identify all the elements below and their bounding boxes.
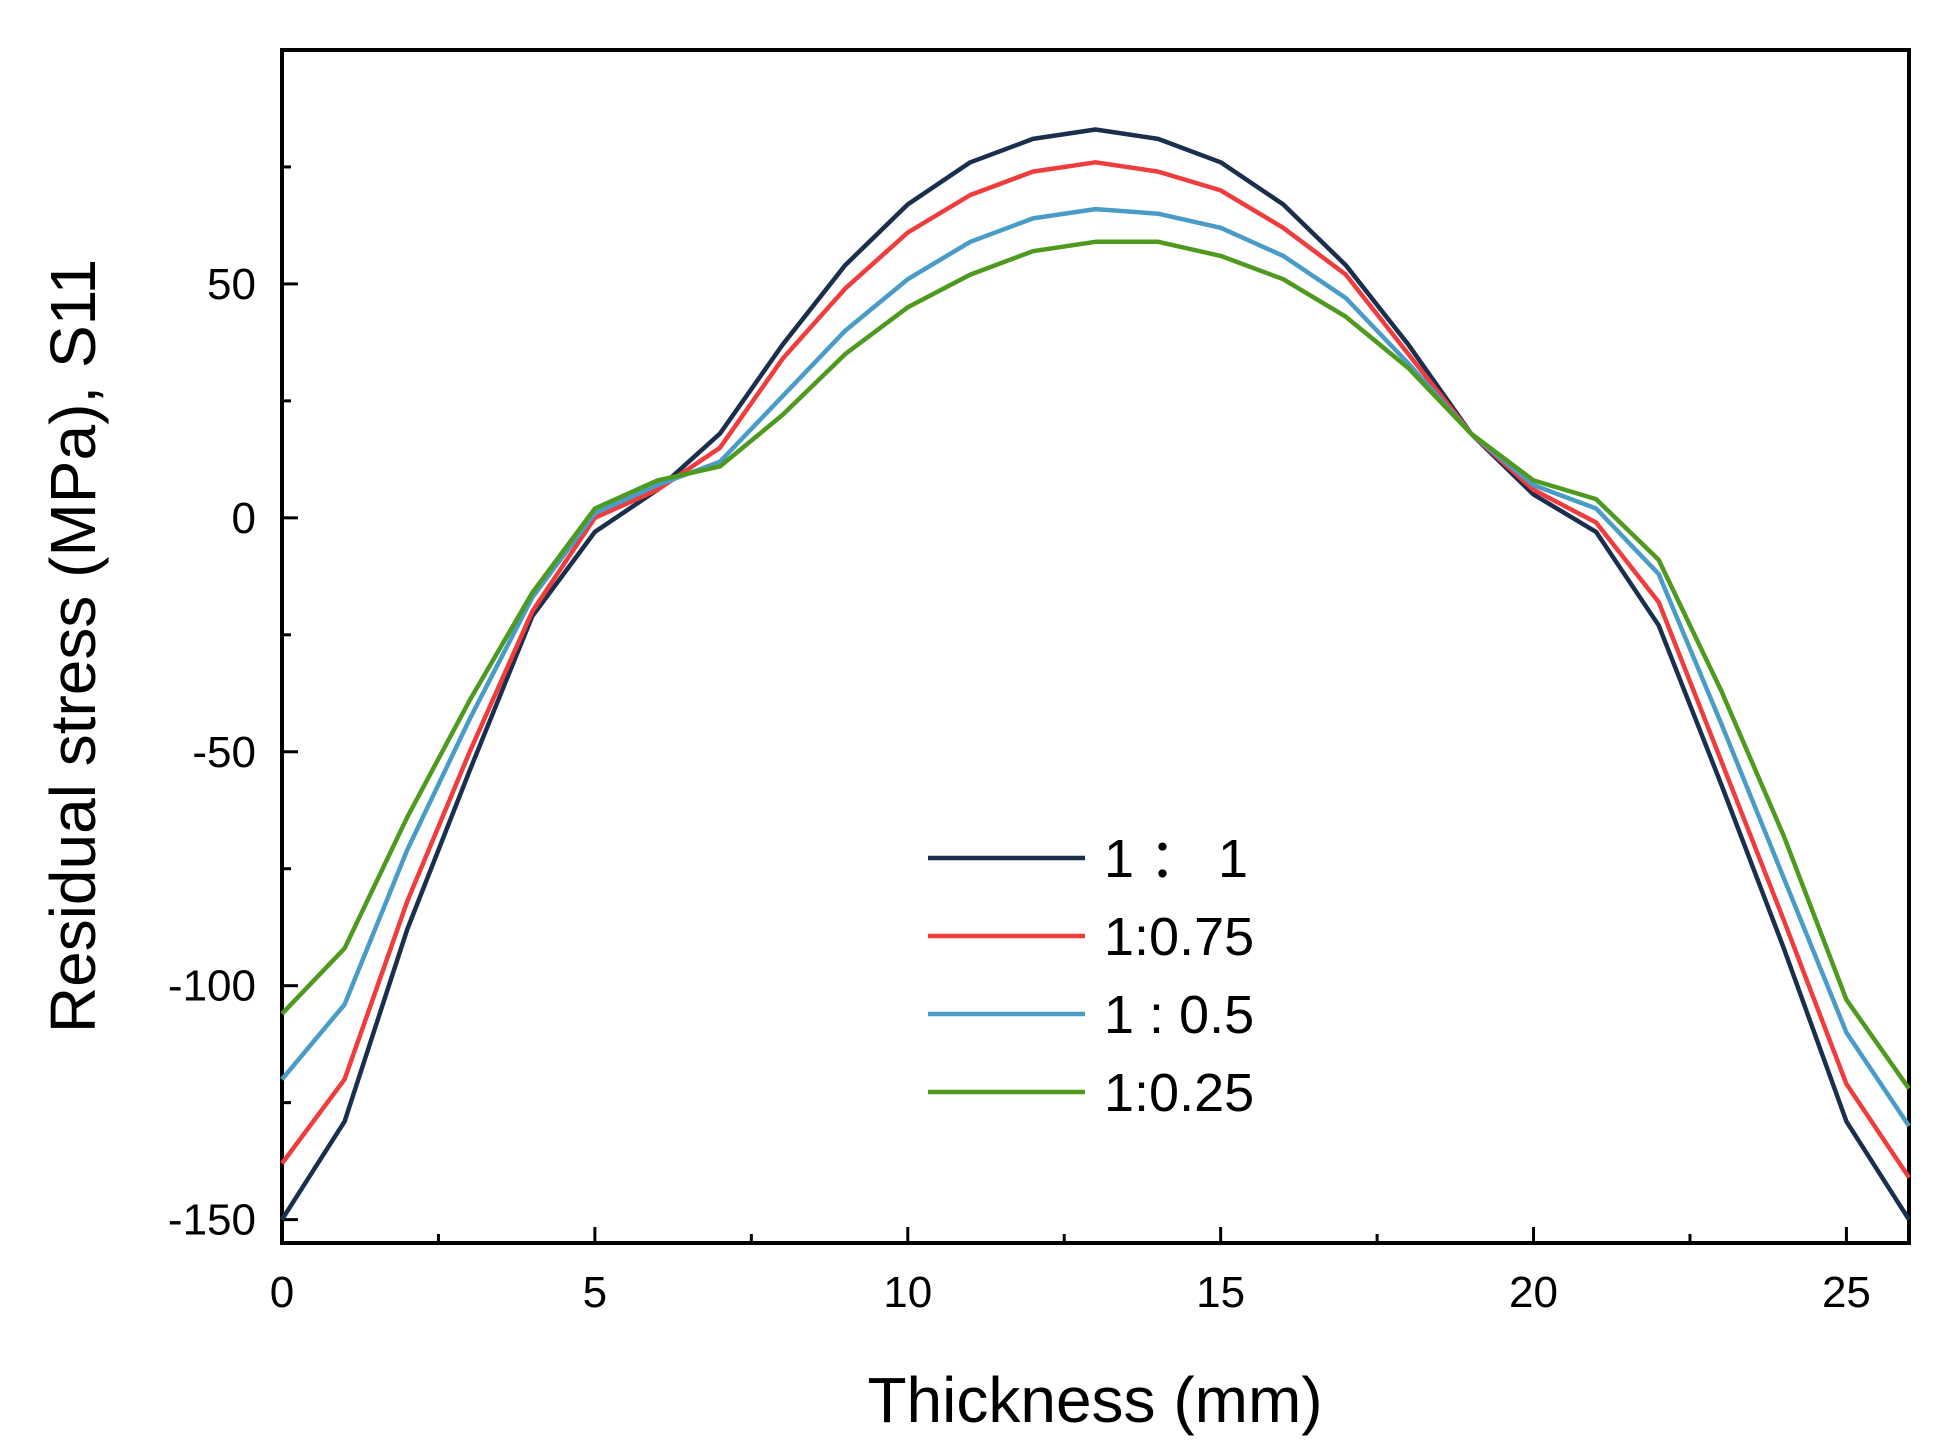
y-tick-label: 50 — [207, 260, 256, 309]
series-lines — [280, 127, 1911, 1221]
series-line-2 — [280, 160, 1911, 1179]
y-tick-label: -150 — [168, 1196, 256, 1245]
y-axis-ticks: -150 -100 -50 0 50 — [168, 165, 298, 1245]
series-line-4 — [280, 239, 1911, 1090]
series-line-1 — [280, 127, 1911, 1221]
plot-area — [280, 48, 1911, 1245]
legend-label-2: 1:0.75 — [1104, 907, 1254, 967]
x-tick-label: 15 — [1196, 1268, 1245, 1317]
legend-label-1: 1 ： 1 — [1104, 829, 1248, 889]
y-axis-title: Residual stress (MPa), S11 — [37, 259, 109, 1033]
x-axis-ticks: 0 5 10 15 20 25 — [270, 1227, 1871, 1317]
x-tick-label: 25 — [1822, 1268, 1871, 1317]
x-tick-label: 5 — [583, 1268, 607, 1317]
legend-label-4: 1:0.25 — [1104, 1063, 1254, 1123]
y-tick-label: 0 — [232, 494, 256, 543]
x-axis-title: Thickness (mm) — [867, 1364, 1322, 1436]
x-tick-label: 0 — [270, 1268, 294, 1317]
x-tick-label: 20 — [1509, 1268, 1558, 1317]
legend: 1 ： 1 1:0.75 1 : 0.5 1:0.25 — [928, 829, 1254, 1123]
legend-label-3: 1 : 0.5 — [1104, 985, 1254, 1045]
y-tick-label: -50 — [192, 728, 256, 777]
x-tick-label: 10 — [883, 1268, 932, 1317]
y-tick-label: -100 — [168, 962, 256, 1011]
series-line-3 — [280, 206, 1911, 1128]
